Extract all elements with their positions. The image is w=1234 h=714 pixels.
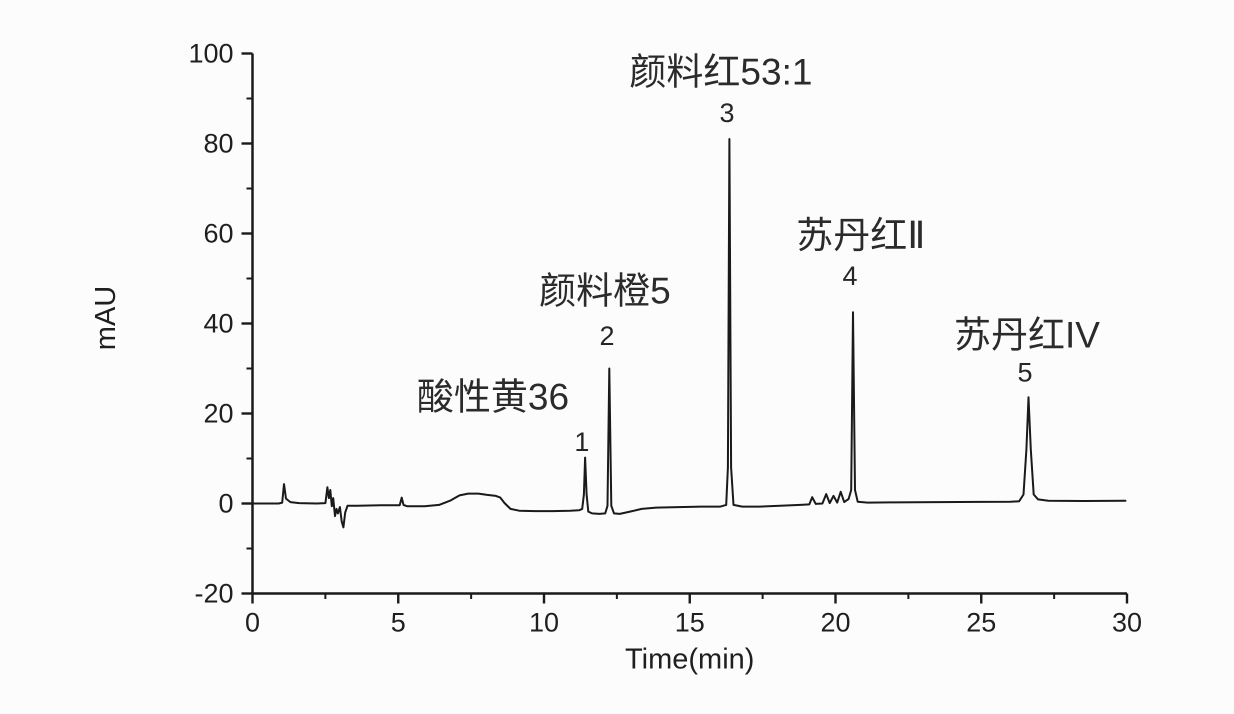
x-tick-label-30: 30 — [1112, 608, 1142, 638]
x-tick-label-10: 10 — [529, 608, 559, 638]
x-tick-label-0: 0 — [245, 608, 260, 638]
y-tick-label-60: 60 — [203, 219, 233, 249]
peak-number-label-5: 5 — [1017, 358, 1032, 388]
peak-name-label-3: 颜料红53:1 — [629, 51, 812, 92]
x-tick-label-20: 20 — [820, 608, 850, 638]
peak-number-label-2: 2 — [599, 321, 614, 351]
y-axis-title: mAU — [90, 286, 122, 350]
y-tick-label-40: 40 — [203, 309, 233, 339]
y-tick-label-80: 80 — [203, 129, 233, 159]
peak-number-label-3: 3 — [720, 98, 735, 128]
x-tick-label-25: 25 — [966, 608, 996, 638]
peak-number-label-4: 4 — [843, 261, 858, 291]
peak-name-label-5: 苏丹红IV — [954, 315, 1100, 356]
y-tick-label-0: 0 — [218, 489, 233, 519]
x-axis-title: Time(min) — [625, 644, 754, 676]
chromatogram-trace — [251, 138, 1127, 529]
x-tick-label-15: 15 — [675, 608, 705, 638]
peak-name-label-2: 颜料橙5 — [539, 271, 671, 312]
x-tick-label-5: 5 — [391, 608, 406, 638]
peak-name-label-4: 苏丹红Ⅱ — [796, 215, 925, 256]
peak-number-label-1: 1 — [574, 427, 589, 457]
y-tick-label--20: -20 — [194, 579, 233, 609]
y-tick-label-100: 100 — [188, 39, 233, 69]
y-tick-label-20: 20 — [203, 399, 233, 429]
peak-name-label-1: 酸性黄36 — [417, 376, 569, 417]
